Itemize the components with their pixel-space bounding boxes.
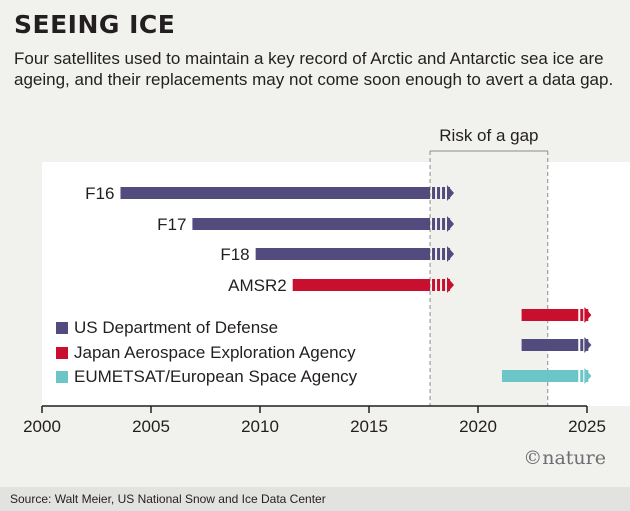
- replacement-bar-1-stripe: [580, 339, 584, 351]
- replacement-bar-2-arrowhead: [584, 368, 592, 384]
- x-tick-label-2005: 2005: [132, 417, 170, 436]
- chart-title: SEEING ICE: [14, 10, 176, 39]
- satellite-bar-f17-arrowhead: [447, 216, 455, 232]
- satellite-bar-amsr2-arrowhead: [447, 277, 455, 293]
- satellite-bar-amsr2-stripe: [442, 279, 446, 291]
- satellite-label-f16: F16: [85, 184, 114, 203]
- x-tick-label-2010: 2010: [241, 417, 279, 436]
- replacement-bar-0: [521, 309, 579, 321]
- legend-swatch-0: [56, 322, 68, 334]
- satellite-bar-f18-stripe: [432, 248, 436, 260]
- satellite-bar-amsr2-stripe: [432, 279, 436, 291]
- satellite-bar-f16-stripe: [432, 187, 436, 199]
- chart-subtitle: Four satellites used to maintain a key r…: [14, 49, 614, 89]
- x-tick-label-2025: 2025: [568, 417, 606, 436]
- gap-label: Risk of a gap: [439, 126, 538, 145]
- legend-label-2: EUMETSAT/European Space Agency: [74, 367, 358, 386]
- satellite-bar-f17-stripe: [437, 218, 441, 230]
- replacement-bar-0-arrowhead: [584, 307, 592, 323]
- satellite-bar-f17-stripe: [432, 218, 436, 230]
- satellite-bar-f18-stripe: [437, 248, 441, 260]
- satellite-bar-f17-stripe: [442, 218, 446, 230]
- plot-background-late: [547, 162, 630, 406]
- x-tick-label-2015: 2015: [350, 417, 388, 436]
- x-tick-label-2020: 2020: [459, 417, 497, 436]
- source-note: Source: Walt Meier, US National Snow and…: [0, 487, 630, 511]
- satellite-label-f18: F18: [220, 245, 249, 264]
- satellite-bar-f18-stripe: [442, 248, 446, 260]
- satellite-bar-amsr2: [292, 279, 431, 291]
- satellite-bar-f18: [255, 248, 431, 260]
- replacement-bar-1: [521, 339, 579, 351]
- satellite-bar-f18-arrowhead: [447, 246, 455, 262]
- satellite-bar-f16: [120, 187, 431, 199]
- legend-label-0: US Department of Defense: [74, 318, 278, 337]
- replacement-bar-0-stripe: [580, 309, 584, 321]
- replacement-bar-2-stripe: [580, 370, 584, 382]
- satellite-bar-amsr2-stripe: [437, 279, 441, 291]
- x-tick-label-2000: 2000: [23, 417, 61, 436]
- nature-logo: ©nature: [523, 447, 606, 469]
- satellite-label-amsr2: AMSR2: [228, 276, 287, 295]
- satellite-bar-f17: [192, 218, 431, 230]
- legend-swatch-2: [56, 371, 68, 383]
- legend-swatch-1: [56, 347, 68, 359]
- satellite-bar-f16-arrowhead: [447, 185, 455, 201]
- satellite-bar-f16-stripe: [442, 187, 446, 199]
- satellite-label-f17: F17: [157, 215, 186, 234]
- replacement-bar-2: [501, 370, 579, 382]
- legend-label-1: Japan Aerospace Exploration Agency: [74, 343, 356, 362]
- replacement-bar-1-arrowhead: [584, 337, 592, 353]
- satellite-timeline-chart: Risk of a gap F16 F17 F18 AMSR2 US Department…: [23, 126, 630, 436]
- satellite-bar-f16-stripe: [437, 187, 441, 199]
